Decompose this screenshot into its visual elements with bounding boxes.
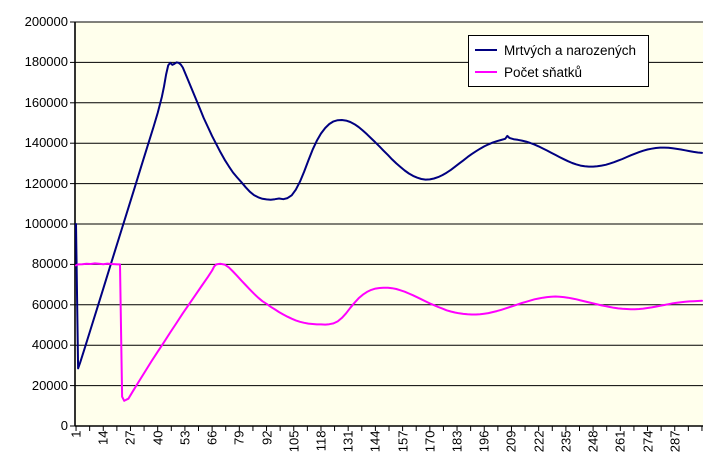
x-axis-tick-label: 248 xyxy=(585,430,601,453)
y-axis-tick-label: 100000 xyxy=(24,216,68,231)
y-axis-tick-label: 180000 xyxy=(24,54,68,70)
x-axis-tick-label: 144 xyxy=(367,430,383,453)
series-line-1 xyxy=(75,61,703,370)
legend-entry-series2: Počet sňatků xyxy=(475,65,648,80)
y-axis-tick-label: 140000 xyxy=(24,135,68,151)
x-axis-tick-label: 209 xyxy=(503,430,519,453)
x-axis-tick-label: 170 xyxy=(422,430,438,453)
legend-label-series2: Počet sňatků xyxy=(504,64,583,80)
x-axis-tick-label: 183 xyxy=(449,430,465,453)
x-axis-tick-label: 27 xyxy=(122,430,138,445)
x-axis-tick-label: 274 xyxy=(640,430,656,453)
x-axis-tick-label: 261 xyxy=(612,430,628,453)
x-axis-tick-label: 79 xyxy=(231,430,247,445)
y-axis-tick-label: 200000 xyxy=(24,14,68,29)
x-axis-tick-label: 287 xyxy=(667,430,683,453)
x-axis-tick-label: 222 xyxy=(531,430,547,453)
series-line-2 xyxy=(75,262,703,402)
x-axis-tick-label: 66 xyxy=(204,430,220,445)
y-axis-tick-label: 160000 xyxy=(24,94,68,110)
x-axis-tick-label: 40 xyxy=(150,430,166,445)
x-axis-tick-label: 157 xyxy=(395,430,411,453)
x-axis-tick-label: 196 xyxy=(476,430,492,453)
y-axis-tick-label: 20000 xyxy=(31,377,68,393)
legend-entry-series1: Mrtvých a narozených xyxy=(475,43,648,58)
legend-label-series1: Mrtvých a narozených xyxy=(504,42,637,58)
y-axis-tick-label: 120000 xyxy=(24,175,68,191)
y-axis-tick-label: 0 xyxy=(60,418,68,433)
x-axis-tick-label: 105 xyxy=(286,430,302,453)
x-axis-tick-label: 1 xyxy=(68,430,84,438)
x-axis-tick-label: 92 xyxy=(259,430,275,445)
y-axis-tick-label: 80000 xyxy=(31,256,68,272)
y-axis-tick-label: 40000 xyxy=(31,337,68,353)
legend-line-sample-icon xyxy=(475,71,497,73)
x-axis-tick-label: 53 xyxy=(177,430,193,445)
legend-line-sample-icon xyxy=(475,49,497,51)
legend: Mrtvých a narozených Počet sňatků xyxy=(468,35,649,87)
y-axis-tick-label: 60000 xyxy=(31,296,68,312)
x-axis-tick-label: 131 xyxy=(340,430,356,453)
x-axis-tick-label: 235 xyxy=(558,430,574,453)
x-axis-tick-label: 14 xyxy=(95,430,111,445)
x-axis-tick-label: 118 xyxy=(313,430,329,452)
